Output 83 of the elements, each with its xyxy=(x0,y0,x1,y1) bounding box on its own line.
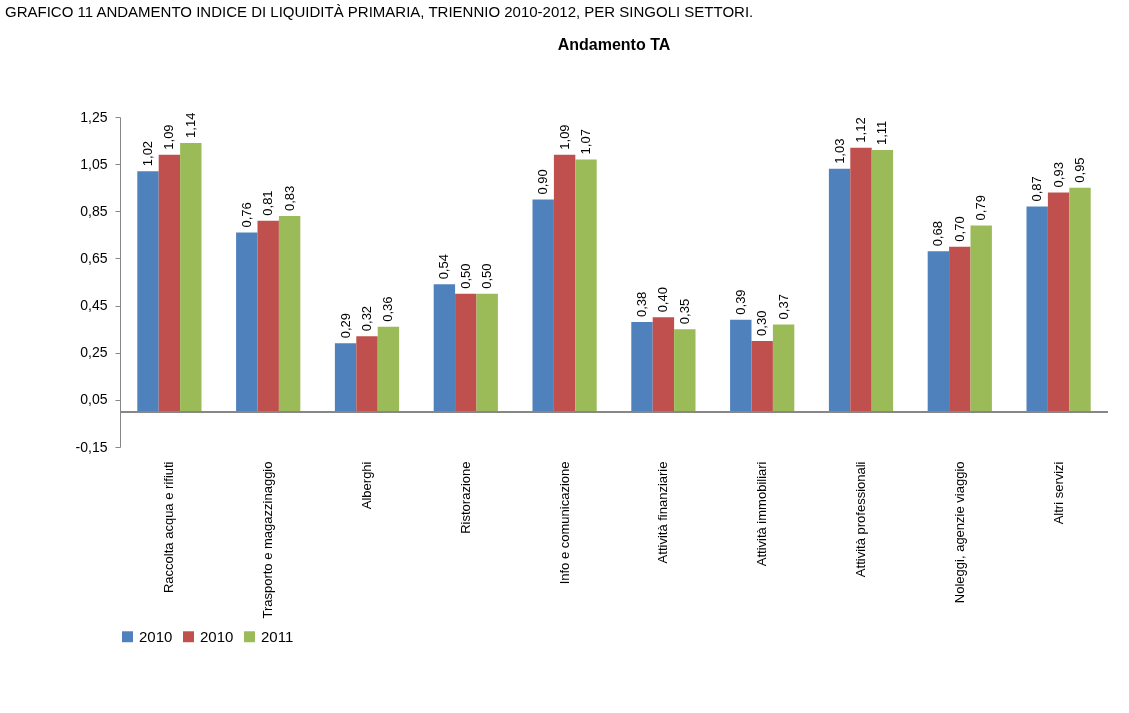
legend-label: 2010 xyxy=(139,627,173,645)
x-tick-label: Altri servizi xyxy=(1050,461,1066,525)
x-tick-label: Attività finanziarie xyxy=(655,461,671,564)
legend-label: 2010 xyxy=(200,627,234,645)
data-label: 0,79 xyxy=(973,195,989,221)
data-label: 0,90 xyxy=(535,169,551,195)
data-label: 0,39 xyxy=(732,289,748,315)
data-label: 0,76 xyxy=(238,202,254,228)
legend-label: 2011 xyxy=(261,627,294,645)
data-label: 0,54 xyxy=(436,254,452,280)
y-tick-label: 0,05 xyxy=(80,391,108,408)
data-label: 0,29 xyxy=(337,312,353,339)
data-label: 1,07 xyxy=(578,129,594,155)
data-label: 0,40 xyxy=(655,287,671,313)
bar xyxy=(1026,206,1048,412)
bar xyxy=(455,293,477,412)
data-label: 1,03 xyxy=(831,138,847,164)
data-label: 0,32 xyxy=(359,305,374,332)
bar xyxy=(850,147,872,412)
data-label: 0,87 xyxy=(1029,176,1045,202)
bar xyxy=(772,324,795,412)
data-label: 0,50 xyxy=(479,263,495,289)
x-tick-label: Noleggi, agenzie viaggio xyxy=(951,461,967,604)
y-tick-label: -0,15 xyxy=(75,438,108,455)
y-tick-label: 1,25 xyxy=(80,108,108,125)
x-tick-label: Alberghi xyxy=(359,461,374,510)
bar xyxy=(575,159,597,412)
data-label: 0,83 xyxy=(281,185,297,211)
data-label: 0,36 xyxy=(380,296,396,322)
bar xyxy=(433,284,456,412)
bar xyxy=(631,322,653,412)
x-tick-label: Raccolta acqua e rifiuti xyxy=(161,461,177,594)
data-label: 0,70 xyxy=(951,216,967,242)
data-label: 0,68 xyxy=(930,221,946,247)
x-tick-label: Ristorazione xyxy=(457,461,473,534)
data-label: 0,30 xyxy=(754,310,770,336)
bar xyxy=(1047,192,1070,412)
data-label: 0,50 xyxy=(457,263,473,289)
data-label: 0,37 xyxy=(775,294,791,320)
bar xyxy=(180,142,202,412)
data-label: 1,12 xyxy=(853,117,868,143)
bar xyxy=(730,319,752,412)
x-tick-label: Trasporto e magazzinaggio xyxy=(260,461,276,619)
data-label: 1,02 xyxy=(139,140,155,167)
data-label: 1,11 xyxy=(874,120,890,145)
x-tick-label: Attività immobiliari xyxy=(754,461,770,567)
bar xyxy=(278,216,301,412)
bar xyxy=(158,154,181,412)
bar xyxy=(137,171,159,412)
bar xyxy=(970,225,992,412)
data-label: 1,09 xyxy=(161,124,177,150)
bar xyxy=(257,220,279,412)
bar xyxy=(674,329,696,412)
y-tick-label: 0,25 xyxy=(80,344,108,361)
bar xyxy=(751,340,773,412)
data-label: 0,95 xyxy=(1072,157,1088,183)
bar xyxy=(949,246,971,412)
data-label: 1,14 xyxy=(182,112,198,138)
bar xyxy=(553,154,576,412)
bar xyxy=(652,317,675,412)
bar xyxy=(236,232,258,412)
bar xyxy=(532,199,554,412)
data-label: 0,35 xyxy=(676,298,692,325)
chart-title: Andamento TA xyxy=(557,36,671,53)
y-tick-label: 1,05 xyxy=(80,155,108,172)
bar xyxy=(1069,187,1091,412)
data-label: 1,09 xyxy=(556,124,572,150)
y-tick-label: 0,45 xyxy=(80,297,108,314)
bar xyxy=(871,150,894,412)
data-label: 0,81 xyxy=(260,190,276,216)
y-tick-label: 0,85 xyxy=(80,202,108,219)
bar xyxy=(356,336,378,412)
bar xyxy=(334,343,357,412)
y-tick-label: 0,65 xyxy=(80,249,108,266)
data-label: 0,93 xyxy=(1050,162,1066,188)
bar xyxy=(377,326,400,412)
data-label: 0,38 xyxy=(633,291,649,318)
x-tick-label: Info e comunicazione xyxy=(556,461,572,585)
text: GRAFICO 11 ANDAMENTO INDICE DI LIQUIDITÀ PRIMARIA, TRIENNIO 2010-2012, PER SINGOLI SETTORI. xyxy=(5,3,754,20)
bar xyxy=(476,293,498,412)
bar xyxy=(927,251,950,412)
x-tick-label: Attività professionali xyxy=(853,461,868,578)
bar xyxy=(828,168,851,412)
